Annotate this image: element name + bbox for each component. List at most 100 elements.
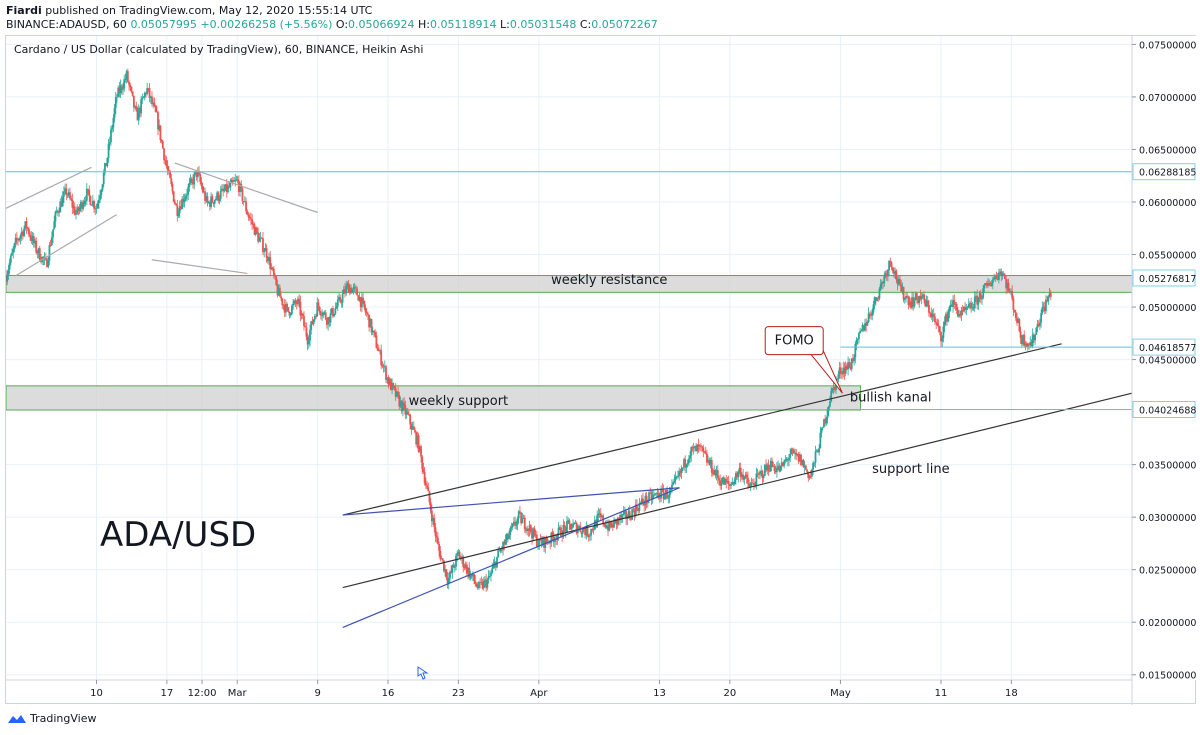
candle-body	[870, 314, 872, 316]
candle-body	[837, 374, 840, 379]
candle-body	[341, 294, 344, 303]
candle-body	[274, 275, 276, 277]
candle-body	[201, 185, 204, 192]
candle-body	[363, 300, 366, 308]
candle-body	[497, 550, 500, 557]
chart-watermark: ADA/USD	[100, 515, 256, 555]
candle-body	[949, 304, 952, 307]
candle-body	[270, 267, 273, 270]
candle-body	[193, 173, 196, 185]
candle-body	[6, 275, 9, 282]
candle-body	[677, 476, 679, 477]
time-axis[interactable]: 10 17 12:00 Mar 9 16 23 Apr 13 20 May 11 18	[6, 679, 1132, 699]
candle-body	[167, 170, 170, 172]
brand-name[interactable]: TradingView	[30, 712, 97, 725]
candle-body	[943, 321, 946, 327]
candle-body	[950, 304, 953, 307]
candle-body	[1028, 343, 1030, 345]
candle-body	[260, 237, 263, 239]
candle-body	[844, 365, 847, 374]
time-tick-label: 23	[452, 688, 465, 699]
candle-body	[362, 297, 365, 301]
candle-body	[796, 454, 799, 456]
candle-body	[502, 542, 504, 550]
candle-body	[994, 276, 997, 278]
candle-body	[118, 87, 121, 94]
candle-body	[634, 504, 637, 516]
candle-body	[944, 314, 947, 322]
candle-body	[760, 471, 763, 472]
candle-body	[685, 464, 688, 468]
candle-body	[936, 322, 939, 326]
candle-body	[772, 466, 775, 468]
candle-body	[554, 538, 556, 543]
candle-body	[107, 143, 110, 158]
candle-body	[35, 240, 38, 253]
candle-body	[523, 517, 526, 530]
candle-body	[488, 575, 491, 577]
candle-body	[112, 117, 115, 128]
time-tick-label: Apr	[530, 688, 548, 699]
candle-body	[358, 297, 361, 301]
candle-body	[335, 306, 338, 309]
candle-body	[339, 297, 342, 302]
candle-body	[704, 452, 707, 454]
candle-body	[766, 464, 769, 471]
candle-body	[918, 296, 921, 303]
candle-body	[479, 582, 482, 583]
candle-body	[942, 326, 945, 339]
candle-body	[879, 283, 882, 289]
candle-body	[739, 467, 742, 478]
candle-body	[908, 301, 911, 305]
candle-body	[884, 273, 887, 276]
candle-body	[788, 457, 790, 461]
candle-body	[350, 287, 352, 294]
candle-body	[129, 84, 132, 87]
chart-panel[interactable]: weekly resistance weekly support bullish k…	[5, 35, 1197, 705]
candle-body	[108, 142, 111, 144]
candle-body	[251, 219, 254, 225]
candle-body	[444, 569, 447, 572]
candle-body	[196, 171, 199, 178]
candle-body	[590, 529, 593, 536]
candle-body	[281, 298, 284, 306]
candle-body	[614, 519, 617, 521]
candle-body	[876, 297, 878, 301]
candle-body	[184, 196, 187, 200]
candle-body	[242, 201, 245, 203]
candle-body	[239, 183, 241, 193]
candle-body	[254, 227, 257, 235]
candle-body	[259, 237, 262, 239]
candle-body	[482, 581, 485, 589]
candle-body	[779, 465, 782, 472]
tradingview-logo-icon[interactable]	[8, 714, 26, 724]
candle-body	[960, 310, 963, 316]
candle-body	[628, 511, 631, 519]
candle-body	[140, 99, 143, 114]
candle-body	[336, 299, 339, 307]
candle-body	[34, 240, 36, 244]
candle-body	[826, 410, 829, 419]
candle-body	[1025, 343, 1028, 348]
high-label: H:	[418, 18, 431, 31]
candle-body	[1000, 271, 1003, 276]
price-axis[interactable]: 0.07500000 0.07000000 0.06500000 0.06000000…	[1131, 36, 1197, 705]
footer: TradingView	[8, 712, 96, 725]
candle-body	[809, 476, 812, 477]
candle-body	[190, 178, 193, 180]
candle-body	[158, 125, 161, 130]
candle-body	[969, 302, 971, 305]
candle-body	[490, 572, 492, 576]
candle-body	[54, 211, 57, 222]
price-tag-label: 0.04024688	[1139, 406, 1196, 417]
low-label: L:	[500, 18, 510, 31]
candle-body	[132, 95, 135, 108]
candle-body	[15, 237, 18, 240]
candle-body	[709, 460, 712, 465]
price-chart[interactable]: weekly resistance weekly support bullish k…	[6, 36, 1197, 705]
candle-body	[72, 206, 75, 208]
author-name[interactable]: Fiardi	[6, 4, 42, 17]
high-value: 0.05118914	[430, 18, 497, 31]
candle-body	[111, 127, 114, 130]
candle-body	[205, 196, 208, 201]
